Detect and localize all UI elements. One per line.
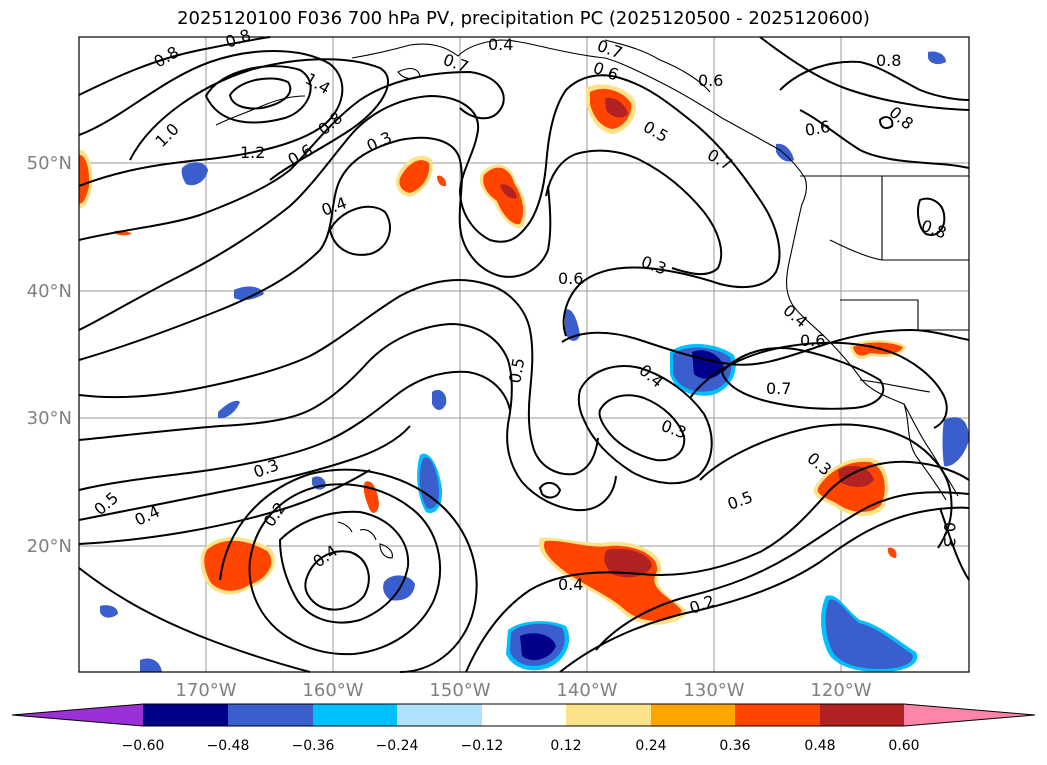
positive-precip-blob: [79, 149, 93, 209]
colorbar-tick-label: 0.12: [550, 738, 581, 754]
contour-label: 0.7: [766, 379, 791, 398]
latitude-label: 40°N: [27, 281, 72, 302]
longitude-label: 170°W: [175, 680, 236, 701]
colorbar-tick-label: 0.48: [804, 738, 835, 754]
contour-label: 0.8: [876, 51, 901, 70]
colorbar-tick-label: −0.36: [292, 738, 335, 754]
latitude-label: 30°N: [27, 408, 72, 429]
positive-precip-blob: [479, 164, 527, 229]
contour-label: 0.6: [558, 269, 583, 288]
contour-label: 1.2: [240, 143, 265, 162]
colorbar-extend-left: [12, 704, 143, 726]
longitude-label: 150°W: [429, 680, 490, 701]
negative-precip-blob: [821, 595, 918, 672]
colorbar-segment: [143, 704, 228, 726]
longitude-label: 120°W: [810, 680, 871, 701]
colorbar-tick-label: 0.60: [888, 738, 919, 754]
negative-precip-blob: [506, 621, 570, 671]
positive-precip-blob: [396, 155, 433, 197]
map-title: 2025120100 F036 700 hPa PV, precipitatio…: [177, 8, 870, 29]
contour-label: 0.6: [698, 71, 723, 90]
contour-label: 0.6: [800, 331, 825, 350]
colorbar-segment: [566, 704, 651, 726]
contour-label: 0.4: [558, 575, 583, 594]
colorbar-tick-label: −0.24: [376, 738, 419, 754]
longitude-label: 140°W: [556, 680, 617, 701]
colorbar-segment: [313, 704, 397, 726]
colorbar-tick-label: −0.48: [207, 738, 250, 754]
colorbar-outline: [11, 703, 1036, 727]
colorbar-segment: [482, 704, 566, 726]
colorbar-tick-label: −0.12: [461, 738, 504, 754]
negative-precip-blob: [417, 453, 443, 514]
longitude-axis: 170°W 160°W 150°W 140°W 130°W 120°W: [175, 680, 871, 701]
positive-precip-blob: [586, 84, 637, 134]
contour-label: 0.4: [488, 35, 513, 54]
colorbar-tick-label: −0.60: [122, 738, 165, 754]
colorbar-tick-label: 0.24: [635, 738, 666, 754]
pv-contours: [78, 36, 970, 673]
colorbar-extend-right: [904, 704, 1035, 726]
colorbar-ticks: −0.60 −0.48 −0.36 −0.24 −0.12 0.12 0.24 …: [122, 738, 920, 754]
latitude-label: 50°N: [27, 153, 72, 174]
colorbar: −0.60 −0.48 −0.36 −0.24 −0.12 0.12 0.24 …: [11, 703, 1036, 754]
colorbar-segment: [651, 704, 735, 726]
positive-precip-blob: [813, 457, 889, 517]
contour-label: 0.6: [803, 117, 831, 140]
longitude-label: 130°W: [683, 680, 744, 701]
latitude-label: 20°N: [27, 536, 72, 557]
colorbar-segment: [228, 704, 313, 726]
latitude-axis: 50°N 40°N 30°N 20°N: [27, 153, 72, 557]
precipitation-shading: [79, 51, 969, 672]
negative-precip-blob: [100, 51, 969, 672]
negative-precip-blob: [670, 344, 736, 396]
colorbar-segment: [820, 704, 904, 726]
positive-precip-blob: [538, 537, 688, 625]
colorbar-segment: [397, 704, 482, 726]
contour-label: 0.3: [940, 522, 959, 547]
map-frame: [78, 36, 970, 673]
contour-label: 0.5: [505, 356, 528, 384]
longitude-label: 160°W: [302, 680, 363, 701]
colorbar-segment: [735, 704, 820, 726]
colorbar-tick-label: 0.36: [719, 738, 750, 754]
